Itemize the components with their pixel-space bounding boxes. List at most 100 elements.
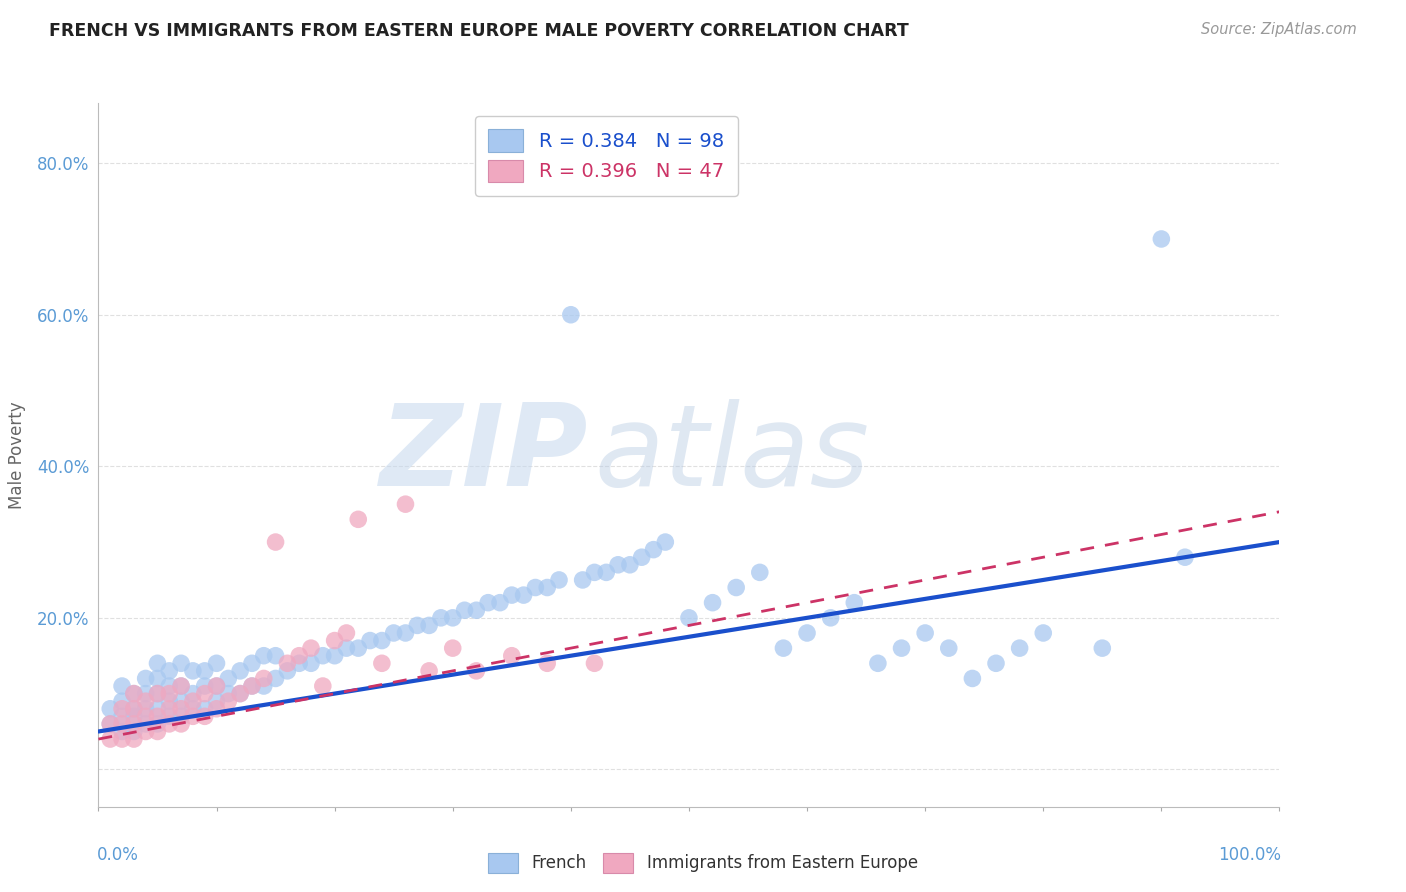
Point <box>595 566 617 580</box>
Text: 100.0%: 100.0% <box>1218 846 1281 864</box>
Point <box>288 657 311 671</box>
Point <box>122 732 145 747</box>
Point <box>962 672 984 686</box>
Point <box>630 550 652 565</box>
Point <box>111 732 134 747</box>
Point <box>146 709 169 723</box>
Point <box>135 672 157 686</box>
Point <box>453 603 475 617</box>
Point <box>157 717 180 731</box>
Point <box>571 573 593 587</box>
Point <box>157 687 180 701</box>
Point <box>583 657 606 671</box>
Point <box>654 535 676 549</box>
Point <box>253 672 276 686</box>
Point <box>217 687 239 701</box>
Point <box>157 679 180 693</box>
Y-axis label: Male Poverty: Male Poverty <box>8 401 25 508</box>
Point <box>135 717 157 731</box>
Point <box>146 702 169 716</box>
Point <box>1174 550 1197 565</box>
Point <box>299 657 322 671</box>
Point <box>347 641 370 656</box>
Point <box>501 588 523 602</box>
Point <box>583 566 606 580</box>
Point <box>524 581 547 595</box>
Point <box>240 657 263 671</box>
Point <box>205 702 228 716</box>
Point <box>111 709 134 723</box>
Point <box>205 679 228 693</box>
Point <box>111 724 134 739</box>
Point <box>181 664 204 678</box>
Point <box>170 694 193 708</box>
Point <box>276 657 298 671</box>
Point <box>98 717 121 731</box>
Point <box>181 687 204 701</box>
Point <box>512 588 534 602</box>
Point <box>347 512 370 526</box>
Point <box>253 648 276 663</box>
Point <box>406 618 429 632</box>
Point <box>323 633 346 648</box>
Point <box>796 626 818 640</box>
Point <box>253 679 276 693</box>
Point <box>430 611 453 625</box>
Point <box>844 596 866 610</box>
Point <box>359 633 381 648</box>
Point <box>122 687 145 701</box>
Point <box>866 657 889 671</box>
Point <box>560 308 582 322</box>
Point <box>181 702 204 716</box>
Point <box>122 717 145 731</box>
Point <box>146 687 169 701</box>
Point <box>111 679 134 693</box>
Text: atlas: atlas <box>595 400 869 510</box>
Point <box>312 679 335 693</box>
Point <box>157 664 180 678</box>
Point <box>135 694 157 708</box>
Point <box>98 732 121 747</box>
Point <box>217 672 239 686</box>
Point <box>240 679 263 693</box>
Point <box>607 558 630 572</box>
Point <box>441 611 464 625</box>
Point <box>170 679 193 693</box>
Legend: French, Immigrants from Eastern Europe: French, Immigrants from Eastern Europe <box>481 847 925 880</box>
Point <box>122 702 145 716</box>
Point <box>194 709 217 723</box>
Point <box>194 687 217 701</box>
Point <box>335 641 357 656</box>
Text: ZIP: ZIP <box>380 400 589 510</box>
Point <box>748 566 770 580</box>
Point <box>914 626 936 640</box>
Point <box>217 694 239 708</box>
Point <box>984 657 1007 671</box>
Point <box>135 724 157 739</box>
Point <box>122 709 145 723</box>
Point <box>441 641 464 656</box>
Point <box>619 558 641 572</box>
Point <box>536 657 558 671</box>
Text: Source: ZipAtlas.com: Source: ZipAtlas.com <box>1201 22 1357 37</box>
Point <box>157 702 180 716</box>
Point <box>288 648 311 663</box>
Point <box>382 626 405 640</box>
Point <box>98 702 121 716</box>
Point <box>418 664 440 678</box>
Point <box>229 687 252 701</box>
Point <box>98 717 121 731</box>
Point <box>465 603 488 617</box>
Point <box>194 664 217 678</box>
Point <box>335 626 357 640</box>
Point <box>240 679 263 693</box>
Point <box>194 679 217 693</box>
Point <box>146 724 169 739</box>
Point <box>465 664 488 678</box>
Point <box>548 573 571 587</box>
Point <box>725 581 748 595</box>
Point <box>371 633 394 648</box>
Point <box>122 702 145 716</box>
Point <box>264 648 287 663</box>
Point <box>418 618 440 632</box>
